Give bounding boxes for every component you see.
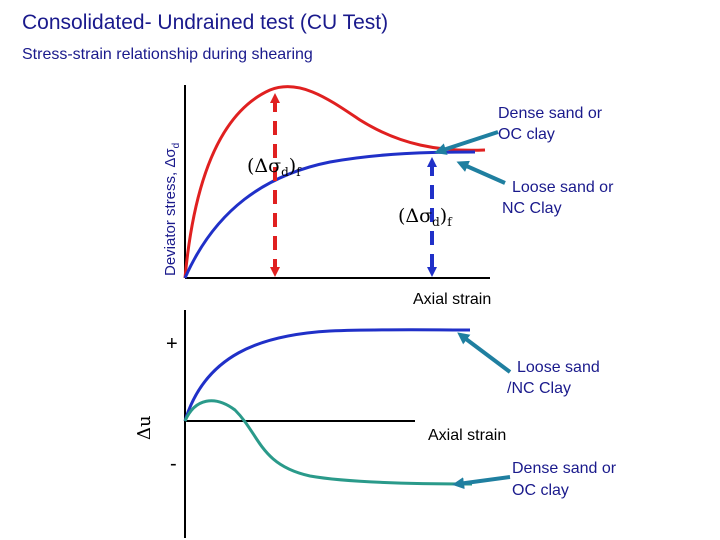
top-x-axis-label: Axial strain: [413, 291, 491, 308]
minus-label: -: [170, 453, 177, 475]
plus-label: +: [166, 333, 178, 355]
dense-pore-label-line1: Dense sand or: [512, 460, 617, 477]
loose-label-line1: Loose sand or: [512, 179, 614, 196]
dense-pore-annotation-arrow: [452, 475, 511, 490]
bottom-y-axis-label: Δu: [134, 415, 155, 440]
loose-pore-annotation-arrow: [457, 332, 512, 374]
loose-curve: [183, 150, 476, 279]
loose-pore-label-line1: Loose sand: [517, 359, 600, 376]
loose-pore-label-line2: /NC Clay: [507, 380, 571, 397]
dense-label-line1: Dense sand or: [498, 105, 603, 122]
bottom-plot: Δu + - Axial strain Loose sand /NC Clay …: [134, 310, 617, 538]
dense-annotation-arrow: [434, 130, 499, 155]
bottom-x-axis-label: Axial strain: [428, 427, 506, 444]
dense-failure-label: (Δσd)f: [247, 155, 302, 179]
top-plot: Deviator stress, Δσd (Δσd)f (Δσd)f Dense…: [162, 85, 614, 308]
loose-failure-label: (Δσd)f: [398, 205, 453, 229]
page-subtitle: Stress-strain relationship during sheari…: [22, 46, 313, 63]
dense-curve: [183, 85, 486, 279]
dense-label-line2: OC clay: [498, 126, 555, 143]
top-y-axis-label: Deviator stress, Δσd: [162, 143, 182, 276]
loose-label-line2: NC Clay: [502, 200, 562, 217]
loose-annotation-arrow: [456, 160, 506, 185]
dense-pore-pressure-curve: [183, 399, 473, 486]
loose-pore-pressure-curve: [183, 328, 471, 422]
page-title: Consolidated- Undrained test (CU Test): [22, 11, 389, 34]
dense-pore-label-line2: OC clay: [512, 482, 569, 499]
